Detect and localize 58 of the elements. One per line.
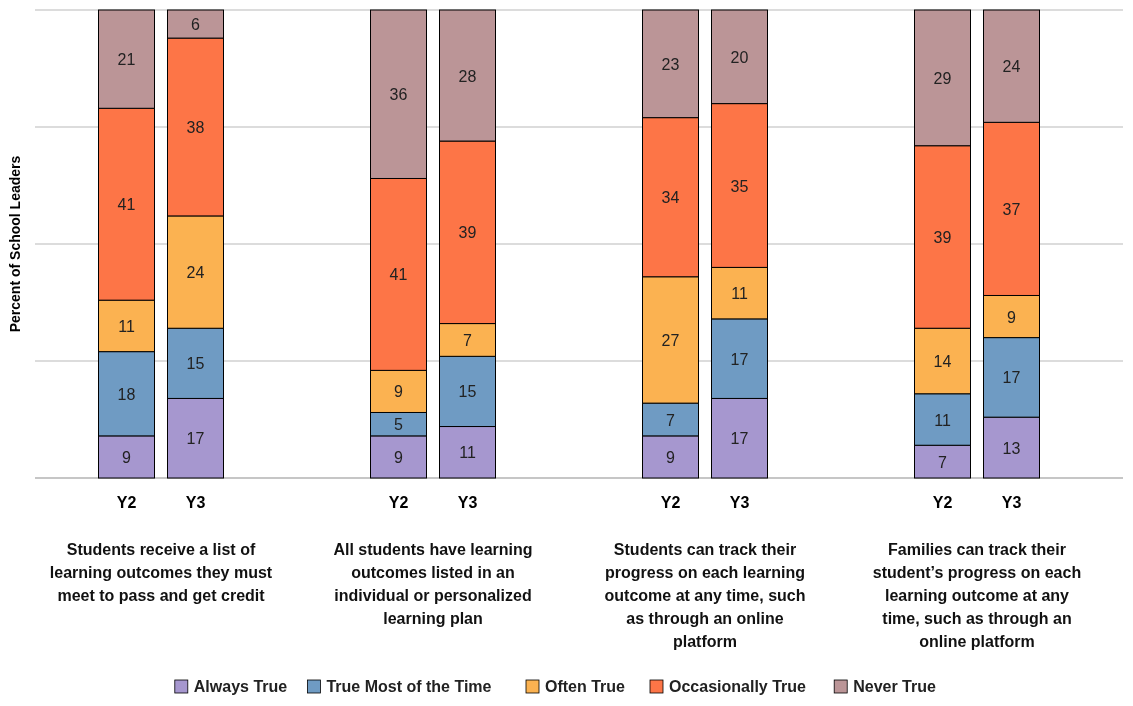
data-label: 11 bbox=[459, 444, 476, 462]
data-label: 9 bbox=[394, 383, 404, 401]
data-label: 17 bbox=[730, 430, 749, 448]
data-label: 36 bbox=[389, 86, 408, 104]
x-tick-label: Y3 bbox=[457, 494, 478, 511]
data-label: 17 bbox=[186, 430, 205, 448]
x-tick-label: Y2 bbox=[660, 494, 681, 511]
data-label: 18 bbox=[117, 385, 136, 403]
data-label: 9 bbox=[394, 448, 404, 466]
legend-label: Never True bbox=[853, 678, 937, 695]
data-label: 5 bbox=[394, 416, 404, 434]
data-label: 34 bbox=[661, 189, 680, 207]
text: Students receive a list of learning outcomes they must meet to pass and get credit bbox=[49, 541, 273, 604]
data-label: 35 bbox=[730, 177, 749, 195]
data-label: 15 bbox=[186, 355, 205, 373]
x-tick-label: Y3 bbox=[729, 494, 750, 511]
data-label: 11 bbox=[731, 285, 748, 303]
data-label: 39 bbox=[933, 228, 952, 246]
legend-label: Occasionally True bbox=[669, 678, 807, 695]
text: All students have learning outcomes listed in an individual or personalized learning plan bbox=[333, 541, 533, 627]
data-label: 9 bbox=[666, 448, 676, 466]
data-label: 11 bbox=[118, 317, 135, 335]
data-label: 23 bbox=[661, 55, 680, 73]
text: Families can track their student’s progress on each learning outcome at any time, such as through an online platform bbox=[872, 541, 1082, 650]
text: Students can track their progress on each learning outcome at any time, such as through an online platform bbox=[604, 541, 806, 650]
data-label: 17 bbox=[1002, 369, 1021, 387]
data-label: 20 bbox=[730, 48, 749, 66]
data-label: 7 bbox=[938, 453, 948, 471]
data-label: 21 bbox=[117, 51, 136, 69]
legend-label: Always True bbox=[193, 678, 288, 695]
legend-label: Often True bbox=[545, 678, 626, 695]
y-axis-title: Percent of School Leaders bbox=[7, 155, 23, 333]
data-label: 39 bbox=[458, 224, 477, 242]
data-label: 15 bbox=[458, 383, 477, 401]
x-tick-label: Y3 bbox=[1001, 494, 1022, 511]
legend-label: True Most of the Time bbox=[326, 678, 492, 695]
data-label: 41 bbox=[389, 266, 408, 284]
data-label: 24 bbox=[1002, 58, 1021, 76]
data-label: 9 bbox=[122, 448, 132, 466]
data-label: 41 bbox=[117, 196, 136, 214]
data-label: 17 bbox=[730, 350, 749, 368]
data-label: 7 bbox=[463, 331, 473, 349]
data-label: 7 bbox=[666, 411, 676, 429]
x-tick-label: Y2 bbox=[116, 494, 137, 511]
data-label: 14 bbox=[933, 353, 952, 370]
data-label: 13 bbox=[1002, 439, 1021, 457]
data-label: 38 bbox=[186, 119, 205, 136]
x-tick-label: Y3 bbox=[185, 494, 206, 511]
data-label: 9 bbox=[1007, 308, 1017, 326]
x-tick-label: Y2 bbox=[932, 494, 953, 511]
data-label: 29 bbox=[933, 69, 952, 87]
data-label: 24 bbox=[186, 264, 205, 282]
x-tick-label: Y2 bbox=[388, 494, 409, 511]
data-label: 27 bbox=[661, 331, 680, 349]
data-label: 11 bbox=[934, 411, 951, 429]
data-label: 28 bbox=[458, 67, 477, 85]
data-label: 37 bbox=[1002, 200, 1021, 218]
data-label: 6 bbox=[191, 16, 201, 34]
